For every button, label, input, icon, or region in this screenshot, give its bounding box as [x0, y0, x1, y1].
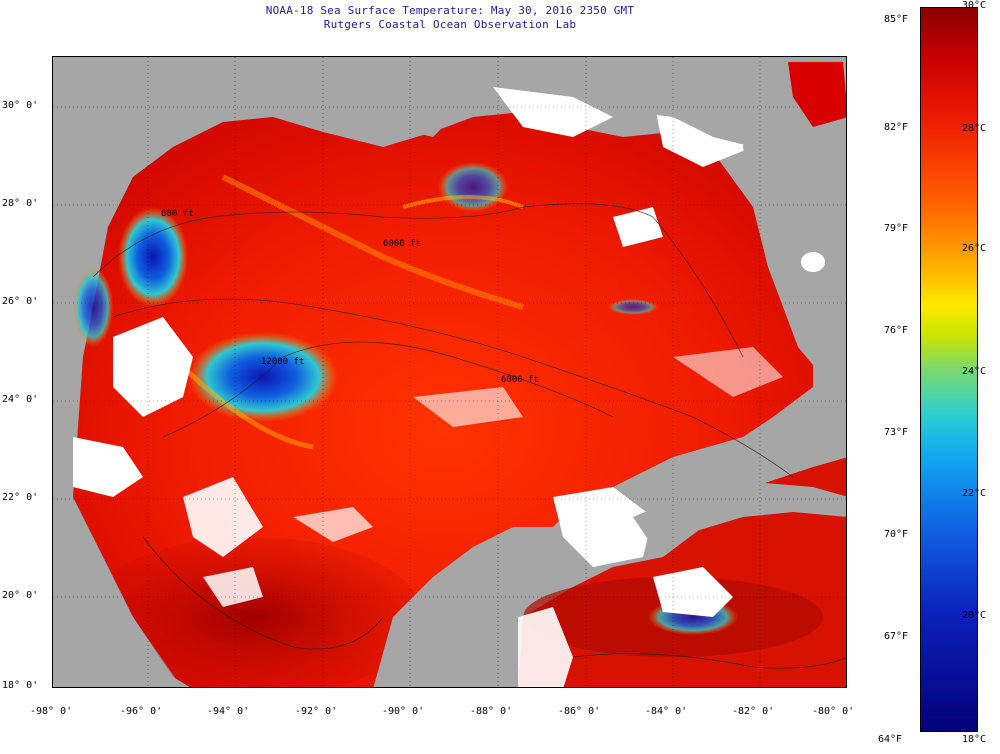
- cool-eddy-west: [188, 332, 338, 422]
- longitude-label: -84° 0': [645, 706, 688, 717]
- longitude-label: -96° 0': [120, 706, 163, 717]
- latitude-label: 18° 0': [2, 680, 39, 691]
- map-title: NOAA-18 Sea Surface Temperature: May 30,…: [265, 4, 635, 17]
- colorbar-celsius-label: 30°C: [962, 0, 987, 11]
- colorbar-fahrenheit-label: 67°F: [884, 631, 909, 642]
- latitude-label: 30° 0': [2, 100, 39, 111]
- colorbar-fahrenheit-label: 85°F: [884, 14, 909, 25]
- contour-label: 12000 ft: [261, 357, 305, 367]
- contour-label: 600 ft: [161, 209, 194, 219]
- latitude-label: 24° 0': [2, 394, 39, 405]
- longitude-label: -92° 0': [295, 706, 338, 717]
- contour-label: 6000 ft: [501, 375, 539, 385]
- longitude-label: -94° 0': [207, 706, 250, 717]
- colorbar-celsius-label: 22°C: [962, 488, 987, 499]
- longitude-label: -80° 0': [812, 706, 855, 717]
- land-cuba: [633, 482, 846, 547]
- temperature-colorbar: [920, 7, 978, 732]
- longitude-label: -82° 0': [732, 706, 775, 717]
- cloud-patch: [113, 317, 193, 417]
- longitude-label: -98° 0': [30, 706, 73, 717]
- graticule: [53, 57, 846, 687]
- colorbar-celsius-label: 26°C: [962, 243, 987, 254]
- land-yucatan: [373, 527, 553, 687]
- colorbar-celsius-label: 18°C: [962, 734, 987, 745]
- latitude-label: 22° 0': [2, 492, 39, 503]
- map-subtitle: Rutgers Coastal Ocean Observation Lab: [323, 18, 577, 31]
- colorbar-fahrenheit-label: 73°F: [884, 427, 909, 438]
- campeche-warm-pool: [83, 537, 423, 687]
- colorbar-fahrenheit-label: 76°F: [884, 325, 909, 336]
- colorbar-fahrenheit-label: 70°F: [884, 529, 909, 540]
- longitude-label: -86° 0': [558, 706, 601, 717]
- colorbar-fahrenheit-label: 64°F: [878, 734, 903, 745]
- colorbar-celsius-label: 28°C: [962, 123, 987, 134]
- longitude-label: -88° 0': [470, 706, 513, 717]
- land-mexico: [53, 357, 68, 477]
- contour-label: 6000 ft: [383, 239, 421, 249]
- latitude-label: 26° 0': [2, 296, 39, 307]
- latitude-label: 20° 0': [2, 590, 39, 601]
- colorbar-celsius-label: 20°C: [962, 610, 987, 621]
- colorbar-fahrenheit-label: 82°F: [884, 122, 909, 133]
- colorbar-fahrenheit-label: 79°F: [884, 223, 909, 234]
- longitude-label: -90° 0': [382, 706, 425, 717]
- land-florida: [743, 57, 846, 387]
- sst-map: 600 ft 6000 ft 12000 ft 6000 ft: [52, 56, 847, 688]
- colorbar-celsius-label: 24°C: [962, 366, 987, 377]
- latitude-label: 28° 0': [2, 198, 39, 209]
- bathymetry-contours: [92, 203, 846, 669]
